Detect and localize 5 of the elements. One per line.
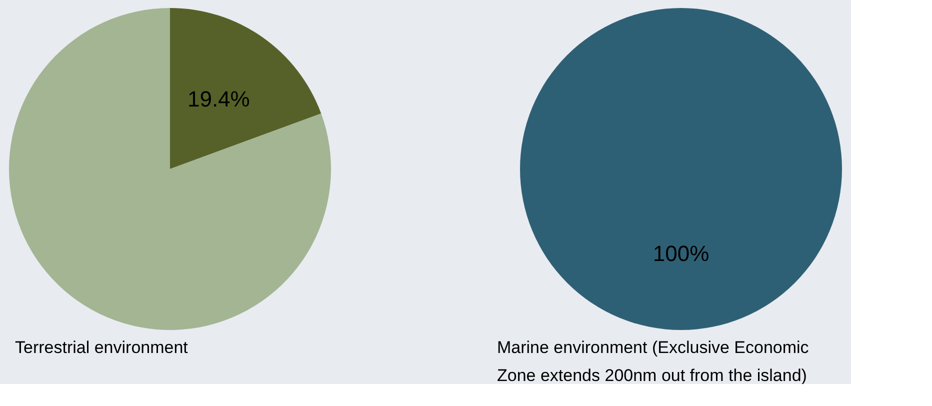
pie-slice [9,8,331,330]
data-label: 19.4% [187,86,250,112]
text: Terrestrial environment [15,338,188,357]
data-label: 100% [652,241,710,266]
pie-slice [170,8,322,169]
